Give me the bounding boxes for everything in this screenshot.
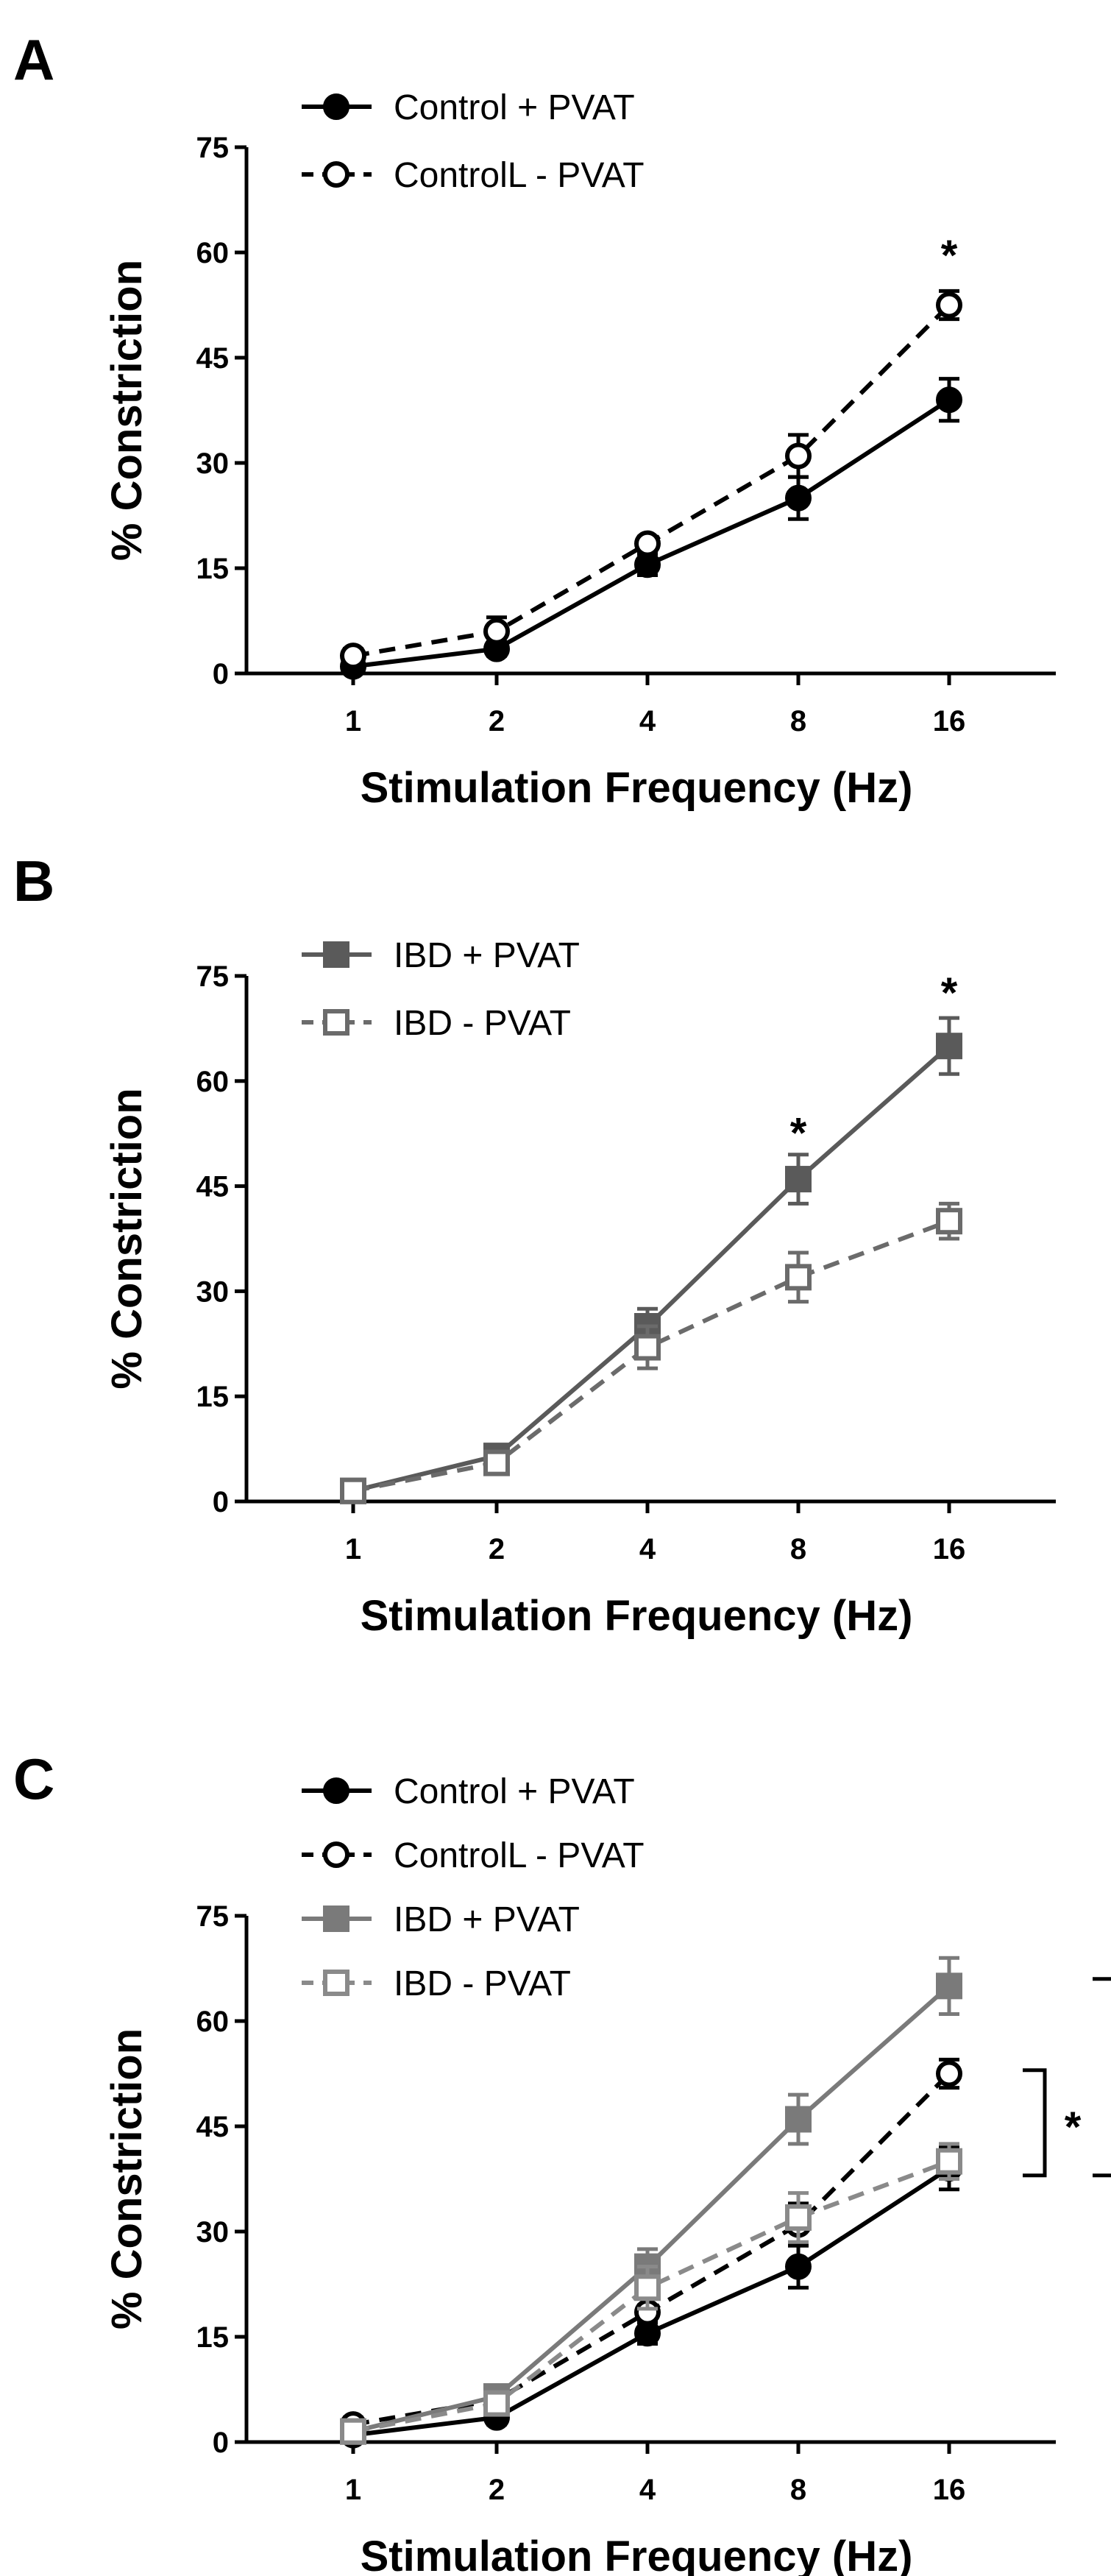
x-tick-label: 16 [933, 1533, 966, 1565]
y-tick-label: 75 [196, 132, 230, 164]
x-tick-label: 16 [933, 2474, 966, 2506]
y-tick-label: 30 [196, 447, 230, 480]
legend-label: ControlL - PVAT [394, 156, 645, 195]
data-point [936, 2060, 962, 2087]
series-line [352, 2159, 951, 2434]
y-axis-title: % Constriction [103, 2028, 151, 2329]
significance-star: * [941, 969, 958, 1017]
y-tick-label: 15 [196, 1381, 230, 1413]
data-point [785, 484, 812, 512]
series-line [352, 303, 951, 659]
panel-letter: B [13, 849, 54, 913]
legend-marker [323, 1970, 349, 1996]
legend-marker [323, 1009, 349, 1036]
data-point [634, 2320, 661, 2347]
data-point [340, 2418, 366, 2445]
y-axis-title: % Constriction [103, 260, 151, 561]
data-point [936, 2148, 962, 2175]
x-axis-title: Stimulation Frequency (Hz) [361, 2533, 913, 2576]
data-point [936, 1208, 962, 1235]
data-point [785, 2106, 812, 2133]
data-point [936, 1972, 962, 2000]
x-tick-label: 8 [790, 2474, 806, 2506]
y-tick-label: 15 [196, 2321, 230, 2354]
panel-letter: C [13, 1747, 54, 1811]
legend-marker [323, 161, 349, 188]
legend-marker [323, 1906, 349, 1932]
y-axis-title: % Constriction [103, 1088, 151, 1389]
series-line [352, 1984, 951, 2434]
data-point [785, 2253, 812, 2280]
series-line [352, 1044, 951, 1493]
y-tick-label: 30 [196, 1275, 230, 1308]
x-tick-label: 4 [639, 2474, 656, 2506]
x-axis-title: Stimulation Frequency (Hz) [361, 764, 913, 812]
y-tick-label: 45 [196, 2111, 230, 2143]
x-tick-label: 2 [489, 1533, 505, 1565]
y-tick-label: 0 [213, 1486, 229, 1518]
y-tick-label: 30 [196, 2216, 230, 2248]
legend-label: IBD - PVAT [394, 1004, 571, 1043]
x-tick-label: 1 [345, 705, 361, 737]
x-tick-label: 8 [790, 705, 806, 737]
x-axis-title: Stimulation Frequency (Hz) [361, 1592, 913, 1640]
significance-star: * [790, 1109, 807, 1157]
panel-b-chart: 0 15 30 45 60 75 1 2 4 8 16 Stimulation Frequency (… [103, 936, 1056, 1640]
significance-bracket [1023, 2068, 1047, 2178]
x-tick-label: 16 [933, 705, 966, 737]
x-tick-label: 4 [639, 705, 656, 737]
legend-label: Control + PVAT [394, 88, 635, 127]
panel-letter: A [13, 27, 54, 92]
y-tick-label: 60 [196, 2006, 230, 2038]
y-tick-label: 60 [196, 1066, 230, 1098]
y-tick-label: 45 [196, 1171, 230, 1203]
data-point [634, 2274, 661, 2301]
legend-label: Control + PVAT [394, 1772, 635, 1811]
data-point [634, 1334, 661, 1361]
legend-label: IBD - PVAT [394, 1964, 571, 2003]
significance-star: * [1065, 2103, 1082, 2151]
x-tick-label: 1 [345, 1533, 361, 1565]
data-point [483, 2390, 510, 2417]
data-point [634, 551, 661, 578]
y-tick-label: 45 [196, 342, 230, 375]
legend-label: IBD + PVAT [394, 936, 580, 975]
x-tick-label: 2 [489, 705, 505, 737]
y-tick-label: 0 [213, 2427, 229, 2459]
x-tick-label: 2 [489, 2474, 505, 2506]
data-point [483, 618, 510, 645]
legend-marker [323, 93, 349, 120]
data-point [936, 291, 962, 319]
panel-a-chart: 0 15 30 45 60 75 1 2 4 8 16 Stimulation Frequency (… [103, 88, 1056, 812]
data-point [936, 386, 962, 414]
panel-c-chart: 0 15 30 45 60 75 1 2 4 8 16 Stimulation Frequency (… [103, 1772, 1111, 2576]
x-tick-label: 1 [345, 2474, 361, 2506]
y-tick-label: 60 [196, 237, 230, 269]
data-point [340, 1477, 366, 1504]
y-tick-label: 75 [196, 1900, 230, 1933]
legend-marker [323, 1841, 349, 1868]
data-point [936, 1033, 962, 1060]
data-point [340, 643, 366, 670]
legend-marker [323, 1777, 349, 1804]
data-point [785, 2204, 812, 2231]
y-tick-label: 15 [196, 553, 230, 585]
significance-star: * [941, 232, 958, 280]
data-point [785, 442, 812, 470]
data-point [785, 1264, 812, 1291]
data-point [785, 1166, 812, 1193]
legend-marker [323, 941, 349, 968]
y-tick-label: 0 [213, 658, 229, 690]
x-tick-label: 4 [639, 1533, 656, 1565]
legend-label: ControlL - PVAT [394, 1836, 645, 1875]
x-tick-label: 8 [790, 1533, 806, 1565]
data-point [634, 530, 661, 557]
legend-label: IBD + PVAT [394, 1900, 580, 1939]
y-tick-label: 75 [196, 960, 230, 993]
data-point [483, 1449, 510, 1476]
significance-bracket [1093, 1977, 1111, 2178]
